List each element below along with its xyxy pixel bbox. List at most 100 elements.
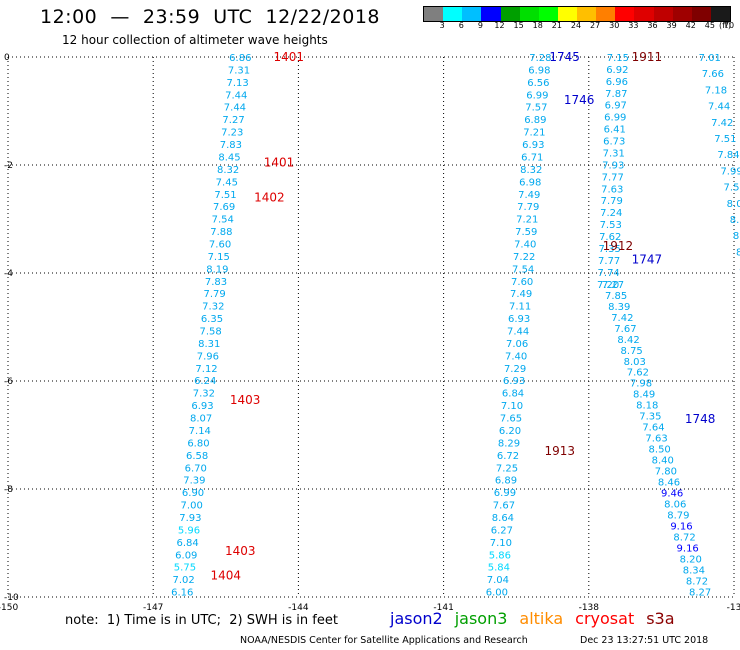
swh-value-label: 7.57 xyxy=(525,103,547,114)
swh-value-label: 7.66 xyxy=(702,69,724,80)
swh-value-label: 7.83 xyxy=(220,140,242,151)
swh-value-label: 7.80 xyxy=(655,467,677,478)
scale-tick-label: 42 xyxy=(685,21,696,30)
swh-value-label: 8.27 xyxy=(730,215,740,226)
swh-value-label: 7.44 xyxy=(224,103,246,114)
swh-value-label: 6.56 xyxy=(527,78,549,89)
swh-value-label: 6.93 xyxy=(503,376,525,387)
swh-value-label: 7.02 xyxy=(172,575,194,586)
swh-value-label: 6.93 xyxy=(522,140,544,151)
swh-value-label: 7.54 xyxy=(512,264,534,275)
swh-value-label: 6.09 xyxy=(175,550,197,561)
swh-value-label: 6.93 xyxy=(191,401,213,412)
swh-value-label: 7.31 xyxy=(603,148,625,159)
swh-value-label: 6.86 xyxy=(229,53,251,64)
swh-value-label: 7.83 xyxy=(205,277,227,288)
swh-value-label: 8.18 xyxy=(636,401,658,412)
swh-value-label: 8.03 xyxy=(624,357,646,368)
y-tick-label: -10 xyxy=(4,593,19,603)
swh-value-label: 6.73 xyxy=(603,137,625,148)
pass-time-label: 1402 xyxy=(254,190,285,204)
scale-swatch xyxy=(462,7,482,21)
swh-value-label: 6.27 xyxy=(491,525,513,536)
swh-value-label: 7.79 xyxy=(517,202,539,213)
swh-value-label: 7.67 xyxy=(493,501,515,512)
scale-tick-label: 30 xyxy=(609,21,620,30)
swh-value-label: 7.04 xyxy=(487,575,509,586)
swh-value-label: 8.06 xyxy=(664,500,686,511)
scale-swatch xyxy=(691,7,711,21)
swh-value-label: 7.14 xyxy=(189,426,211,437)
swh-value-label: 7.24 xyxy=(600,208,622,219)
swh-value-label: 7.63 xyxy=(645,434,667,445)
swh-value-label: 7.62 xyxy=(599,232,621,243)
swh-value-label: 7.40 xyxy=(514,239,536,250)
scale-tick-label: 27 xyxy=(590,21,601,30)
pass-time-label: 1403 xyxy=(230,393,261,407)
y-tick-label: -6 xyxy=(4,377,13,387)
scale-tick-label: 9 xyxy=(477,21,483,30)
legend-jason2: jason2 xyxy=(390,609,443,628)
swh-value-label: 6.99 xyxy=(526,90,548,101)
swh-value-label: 7.00 xyxy=(181,501,203,512)
swh-value-label: 7.22 xyxy=(513,252,535,263)
swh-value-label: 7.51 xyxy=(214,190,236,201)
swh-value-label: 5.86 xyxy=(489,550,511,561)
pass-time-label: 1911 xyxy=(632,50,663,64)
scale-unit-label: (ft) xyxy=(719,21,732,30)
pass-time-label: 1403 xyxy=(225,544,256,558)
scale-tick-label: 21 xyxy=(551,21,562,30)
pass-time-label: 1401 xyxy=(273,50,304,64)
swh-value-label: 6.80 xyxy=(187,438,209,449)
scale-tick-label: 24 xyxy=(570,21,582,30)
swh-value-label: 6.97 xyxy=(605,101,627,112)
swh-value-label: 7.93 xyxy=(179,513,201,524)
swh-value-label: 7.10 xyxy=(490,538,512,549)
swh-value-label: 7.88 xyxy=(210,227,232,238)
swh-value-label: 8.46 xyxy=(658,478,680,489)
timestamp: Dec 23 13:27:51 UTC 2018 xyxy=(580,635,709,646)
swh-value-label: 6.99 xyxy=(494,488,516,499)
swh-value-label: 8.27 xyxy=(689,588,711,599)
swh-value-label: 7.77 xyxy=(598,256,620,267)
swh-value-label: 6.96 xyxy=(606,77,628,88)
swh-value-label: 9.16 xyxy=(677,544,699,555)
swh-value-label: 6.41 xyxy=(604,125,626,136)
swh-value-label: 7.51 xyxy=(714,134,736,145)
x-tick-label: -144 xyxy=(288,603,309,613)
swh-value-label: 7.99 xyxy=(720,166,740,177)
scale-swatch xyxy=(424,7,444,21)
swh-value-label: 7.10 xyxy=(501,401,523,412)
scale-swatch xyxy=(443,7,463,21)
scale-swatch xyxy=(672,7,692,21)
swh-value-label: 7.67 xyxy=(614,324,636,335)
swh-value-label: 7.62 xyxy=(627,368,649,379)
swh-value-label: 7.49 xyxy=(510,289,532,300)
pass-time-label: 1913 xyxy=(544,444,575,458)
pass-time-label: 1746 xyxy=(564,93,595,107)
pass-time-label: 1912 xyxy=(603,239,634,253)
swh-value-label: 6.35 xyxy=(201,314,223,325)
swh-value-label: 7.35 xyxy=(639,412,661,423)
swh-value-label: 8.04 xyxy=(727,199,740,210)
swh-value-label: 7.39 xyxy=(183,476,205,487)
swh-value-label: 6.89 xyxy=(524,115,546,126)
swh-value-label: 7.35 xyxy=(599,244,621,255)
swh-value-label: 8.75 xyxy=(621,346,643,357)
swh-value-label: 7.93 xyxy=(602,160,624,171)
swh-value-label: 8.30 xyxy=(736,247,740,258)
swh-value-label: 7.60 xyxy=(209,239,231,250)
scale-tick-label: 15 xyxy=(513,21,524,30)
x-tick-label: -138 xyxy=(579,603,600,613)
legend-s3a: s3a xyxy=(646,609,675,628)
swh-value-label: 7.15 xyxy=(607,53,629,64)
swh-value-label: 7.44 xyxy=(225,90,247,101)
swh-value-label: 8.07 xyxy=(190,414,212,425)
swh-value-label: 6.58 xyxy=(186,451,208,462)
swh-value-label: 7.59 xyxy=(515,227,537,238)
x-tick-label: -150 xyxy=(0,603,18,613)
swh-value-label: 7.31 xyxy=(228,65,250,76)
scale-swatch xyxy=(710,7,730,21)
swh-value-label: 7.44 xyxy=(507,327,529,338)
swh-value-label: 8.72 xyxy=(686,577,708,588)
